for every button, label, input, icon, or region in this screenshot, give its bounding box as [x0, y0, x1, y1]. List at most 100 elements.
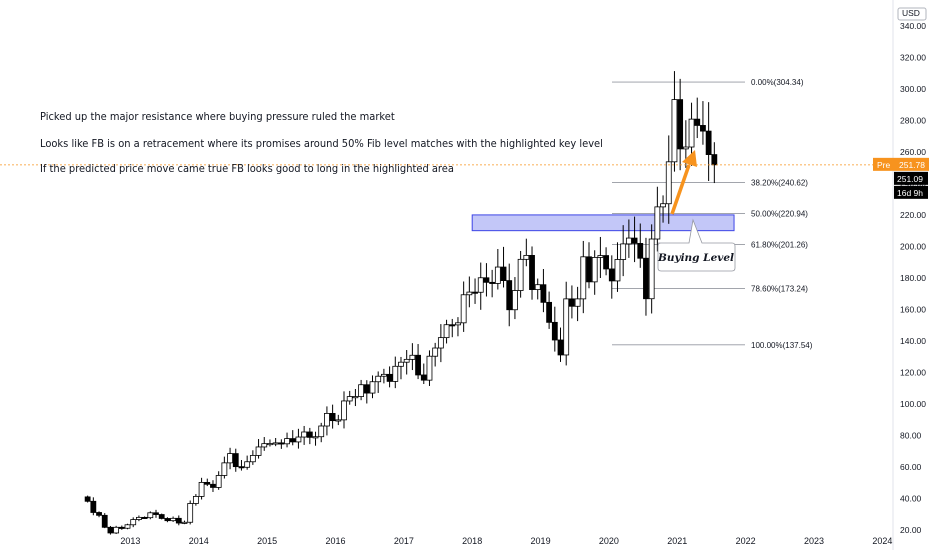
candle-up	[380, 373, 387, 377]
candle-down	[101, 514, 108, 528]
y-tick-label: 220.00	[900, 210, 926, 220]
y-tick-label: 80.00	[900, 430, 922, 440]
fib-label: 0.00%(304.34)	[751, 78, 804, 87]
candle-down	[363, 384, 370, 394]
candle-down	[500, 266, 507, 282]
candle-up	[614, 259, 621, 282]
candles	[84, 71, 718, 535]
candle-down	[204, 481, 211, 485]
candle-down	[483, 277, 490, 283]
candle-up	[369, 381, 376, 394]
fib-label: 61.80%(201.26)	[751, 240, 808, 249]
candle-down	[420, 374, 427, 381]
y-tick-label: 180.00	[900, 273, 926, 283]
candle-down	[551, 321, 558, 341]
candle-up	[597, 255, 604, 258]
candle-down	[705, 130, 712, 155]
y-tick-label: 120.00	[900, 367, 926, 377]
candle-up	[130, 519, 137, 526]
currency-box	[897, 7, 927, 21]
candle-down	[175, 517, 182, 524]
candle-up	[460, 294, 467, 324]
candle-up	[620, 243, 627, 260]
candle-down	[643, 257, 649, 300]
candle-up	[563, 298, 570, 356]
candle-up	[215, 475, 222, 488]
arrow-head	[682, 150, 697, 167]
candle-up	[665, 161, 672, 205]
candle-up	[346, 396, 353, 402]
countdown-tag	[894, 185, 928, 199]
candle-down	[158, 514, 165, 519]
candle-up	[654, 206, 661, 240]
x-axis: 2013 2014 2015 2016 2017 2018 2019 2020 2021 2022…	[120, 536, 892, 546]
y-tick-label: 300.00	[900, 84, 926, 94]
y-tick-label: 140.00	[900, 336, 926, 346]
candle-up	[244, 461, 251, 468]
y-tick-label: 340.00	[900, 21, 926, 31]
y-tick-label: 40.00	[900, 493, 922, 503]
x-tick-label: 2024	[872, 536, 892, 546]
candle-down	[540, 284, 547, 303]
annotation-long: If the predicted price move came true FB…	[40, 162, 454, 175]
candle-down	[608, 268, 615, 282]
y-tick-label: 320.00	[900, 52, 926, 62]
candle-up	[272, 442, 279, 445]
candle-down	[386, 373, 393, 382]
candle-down	[569, 298, 575, 307]
arrow-shaft	[670, 164, 691, 215]
candle-up	[512, 290, 518, 311]
annotation-retracement: Looks like FB is on a retracement where …	[40, 137, 603, 150]
y-tick-label: 100.00	[900, 399, 926, 409]
countdown-value: 16d 9h	[897, 188, 923, 198]
candle-down	[637, 243, 644, 259]
candle-down	[153, 512, 159, 515]
candle-down	[90, 500, 97, 513]
y-axis: 20.00 40.00 60.00 80.00 100.00 120.00 140.00 16…	[892, 0, 927, 550]
candle-up	[477, 277, 484, 293]
fib-label: 50.00%(220.94)	[751, 209, 808, 218]
candle-up	[426, 355, 433, 381]
candle-down	[164, 518, 171, 522]
candle-up	[181, 521, 188, 524]
candle-up	[198, 481, 205, 497]
x-tick-label: 2020	[599, 536, 619, 546]
candle-down	[489, 281, 496, 284]
candle-down	[118, 526, 125, 529]
candle-up	[523, 254, 530, 260]
candle-up	[295, 436, 302, 443]
x-tick-label: 2017	[394, 536, 414, 546]
x-tick-label: 2021	[667, 536, 687, 546]
candle-down	[603, 255, 609, 270]
currency-label: USD	[902, 8, 920, 18]
candle-up	[113, 526, 120, 534]
candle-up	[466, 291, 473, 296]
candle-up	[187, 503, 194, 523]
candle-up	[437, 337, 444, 349]
candle-down	[472, 291, 478, 294]
candle-up	[358, 384, 365, 397]
candle-down	[586, 256, 592, 283]
y-tick-label: 160.00	[900, 304, 926, 314]
candle-up	[403, 358, 410, 363]
candle-down	[289, 438, 296, 443]
candle-down	[506, 280, 513, 311]
candle-up	[671, 99, 678, 163]
candle-down	[96, 512, 102, 516]
candle-up	[352, 396, 359, 399]
last-price-tag	[894, 171, 928, 185]
candle-up	[443, 324, 450, 339]
y-tick-label: 60.00	[900, 462, 922, 472]
candle-down	[711, 154, 718, 166]
candle-up	[409, 354, 416, 360]
fib-label: 78.60%(173.24)	[751, 285, 808, 294]
candle-up	[625, 237, 632, 245]
candle-up	[398, 361, 404, 367]
y-tick-label: 200.00	[900, 241, 926, 251]
candle-up	[284, 438, 290, 445]
candle-up	[660, 203, 666, 208]
y-tick-label: 260.00	[900, 147, 926, 157]
candle-down	[141, 516, 148, 519]
candle-up	[124, 524, 131, 529]
